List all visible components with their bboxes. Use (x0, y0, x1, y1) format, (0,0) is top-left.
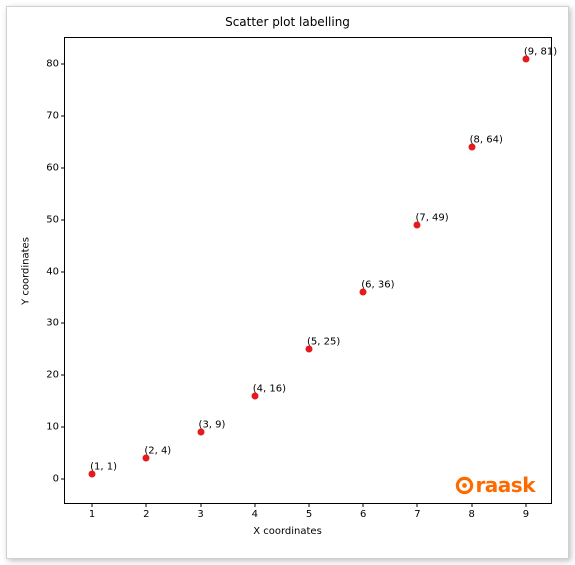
y-axis-label: Y coordinates (21, 237, 32, 305)
ytick-label: 0 (53, 474, 59, 485)
ytick-label: 70 (46, 110, 59, 121)
scatter-point-label: (2, 4) (144, 446, 171, 457)
ytick-mark (61, 115, 65, 116)
watermark: raask (455, 473, 535, 497)
xtick-label: 6 (360, 509, 366, 520)
scatter-point-label: (7, 49) (415, 212, 448, 223)
ytick-mark (61, 479, 65, 480)
scatter-point-label: (9, 81) (524, 46, 557, 57)
ytick-label: 50 (46, 214, 59, 225)
xtick-label: 1 (89, 509, 95, 520)
xtick-mark (525, 503, 526, 507)
ytick-label: 60 (46, 162, 59, 173)
watermark-icon (455, 476, 474, 495)
ytick-mark (61, 63, 65, 64)
xtick-label: 2 (143, 509, 149, 520)
xtick-mark (254, 503, 255, 507)
xtick-mark (146, 503, 147, 507)
xtick-label: 9 (523, 509, 529, 520)
scatter-point-label: (8, 64) (470, 134, 503, 145)
ytick-label: 10 (46, 422, 59, 433)
ytick-label: 30 (46, 318, 59, 329)
xtick-mark (471, 503, 472, 507)
xtick-label: 5 (306, 509, 312, 520)
ytick-mark (61, 271, 65, 272)
xtick-mark (417, 503, 418, 507)
watermark-text: raask (475, 473, 535, 497)
scatter-point-label: (6, 36) (361, 280, 394, 291)
chart-title: Scatter plot labelling (7, 15, 568, 29)
x-axis-label: X coordinates (253, 526, 322, 537)
scatter-point-label: (4, 16) (253, 383, 286, 394)
ytick-mark (61, 323, 65, 324)
ytick-mark (61, 167, 65, 168)
xtick-label: 7 (414, 509, 420, 520)
xtick-mark (92, 503, 93, 507)
ytick-mark (61, 219, 65, 220)
scatter-point-label: (3, 9) (199, 420, 226, 431)
ytick-label: 80 (46, 58, 59, 69)
xtick-mark (309, 503, 310, 507)
scatter-point-label: (5, 25) (307, 337, 340, 348)
chart-axes: raask 12345678901020304050607080(1, 1)(2… (64, 37, 552, 504)
xtick-label: 3 (197, 509, 203, 520)
scatter-point-label: (1, 1) (90, 461, 117, 472)
xtick-label: 8 (468, 509, 474, 520)
figure: Scatter plot labelling raask 12345678901… (6, 6, 569, 559)
ytick-mark (61, 427, 65, 428)
xtick-label: 4 (252, 509, 258, 520)
ytick-mark (61, 375, 65, 376)
xtick-mark (363, 503, 364, 507)
xtick-mark (200, 503, 201, 507)
ytick-label: 20 (46, 370, 59, 381)
ytick-label: 40 (46, 266, 59, 277)
